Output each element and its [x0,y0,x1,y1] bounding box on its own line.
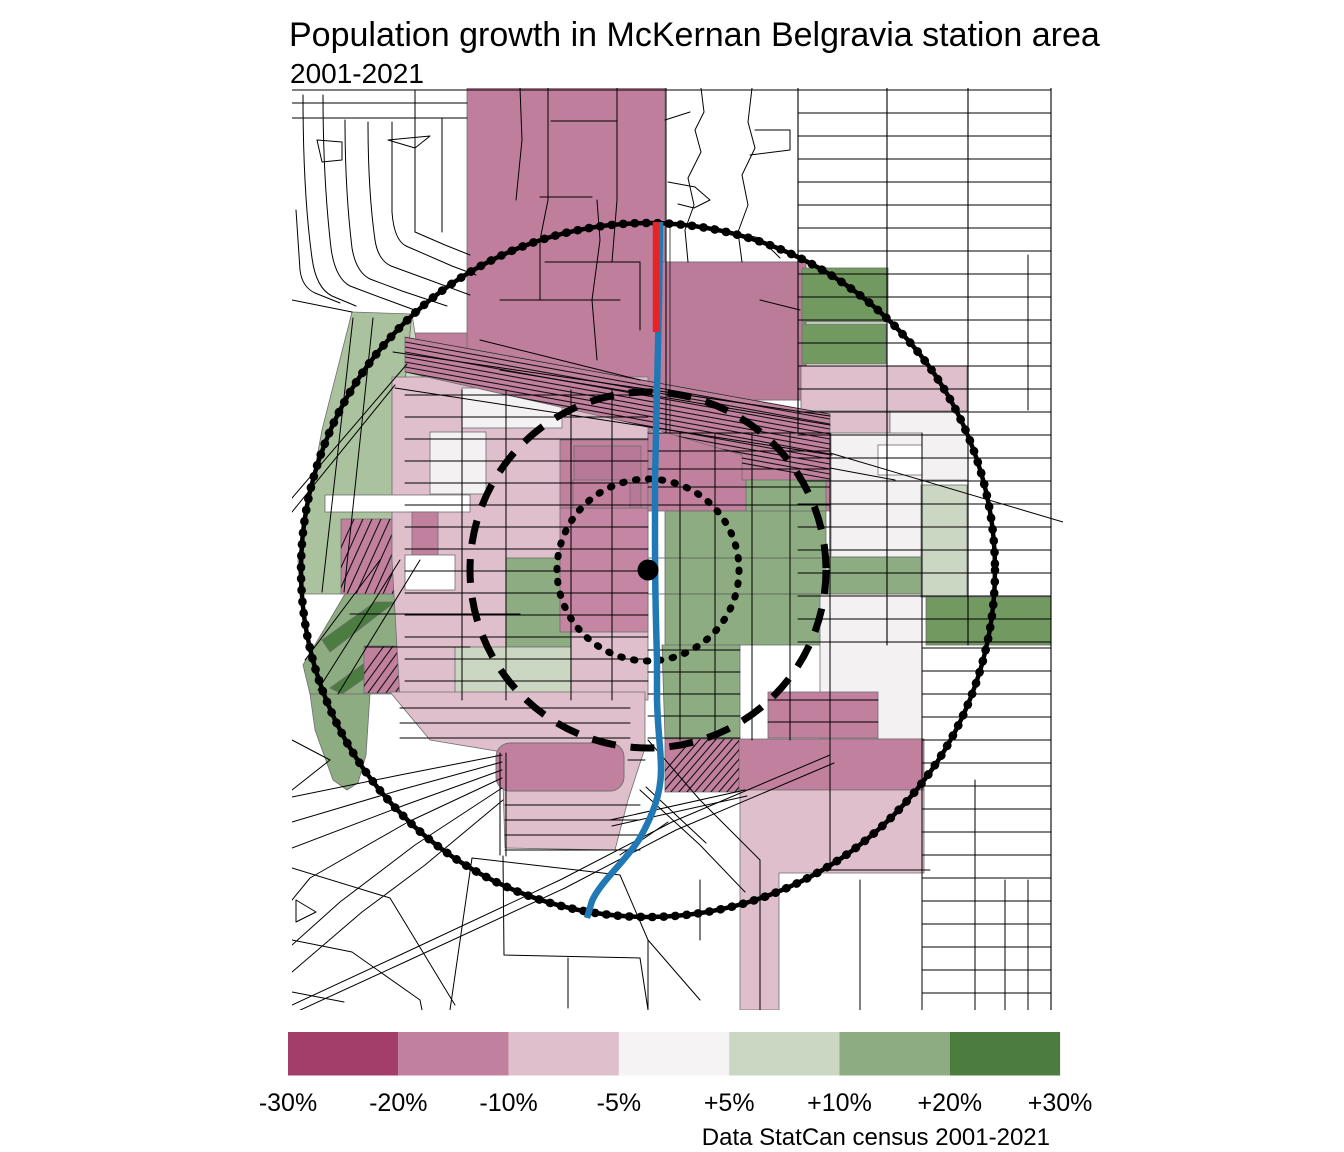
svg-text:+10%: +10% [807,1089,872,1117]
svg-text:2001-2021: 2001-2021 [290,58,424,89]
svg-text:-30%: -30% [259,1089,317,1117]
svg-text:-10%: -10% [479,1089,537,1117]
svg-text:-5%: -5% [597,1089,641,1117]
svg-text:+30%: +30% [1028,1089,1093,1117]
svg-text:+20%: +20% [917,1089,982,1117]
svg-text:Population growth in McKernan: Population growth in McKernan Belgravia … [289,16,1100,54]
svg-text:-20%: -20% [369,1089,427,1117]
svg-text:+5%: +5% [704,1089,755,1117]
svg-text:Data StatCan census 2001-2021: Data StatCan census 2001-2021 [702,1124,1050,1151]
